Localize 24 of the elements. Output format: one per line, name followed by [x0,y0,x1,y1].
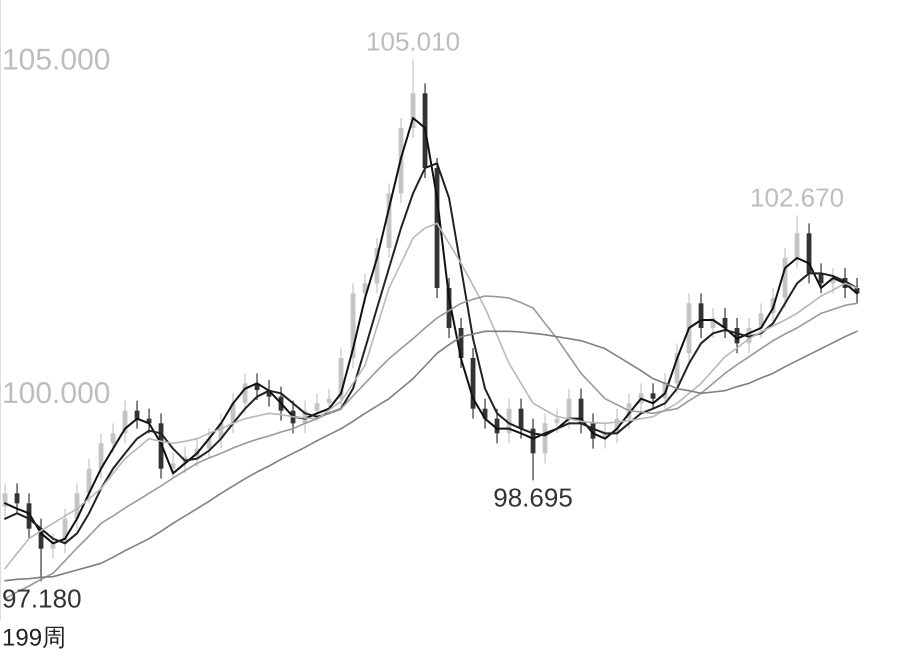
annotation: 102.670 [750,182,844,212]
line-series [4,222,858,570]
y-tick-label: 100.000 [2,376,110,410]
y-tick-label: 105.000 [2,44,110,76]
candlestick [326,388,332,414]
candlestick [50,532,56,560]
text: 199周 [2,624,66,652]
candlestick [722,307,728,339]
candlestick [242,372,248,414]
candlestick [566,388,572,430]
candlestick [314,392,320,422]
candlestick [494,408,500,444]
annotation: 98.695 [493,482,573,512]
annotation: 97.180 [2,583,82,614]
candlestick [2,482,8,518]
line-series [4,330,858,582]
annotation: 105.010 [366,26,460,56]
candlestick [122,400,128,444]
candlestick [554,408,560,434]
candlestick [134,400,140,430]
candlestick [110,422,116,454]
candlestick [650,382,656,410]
candlestick [14,482,20,514]
candlestick [518,398,524,440]
